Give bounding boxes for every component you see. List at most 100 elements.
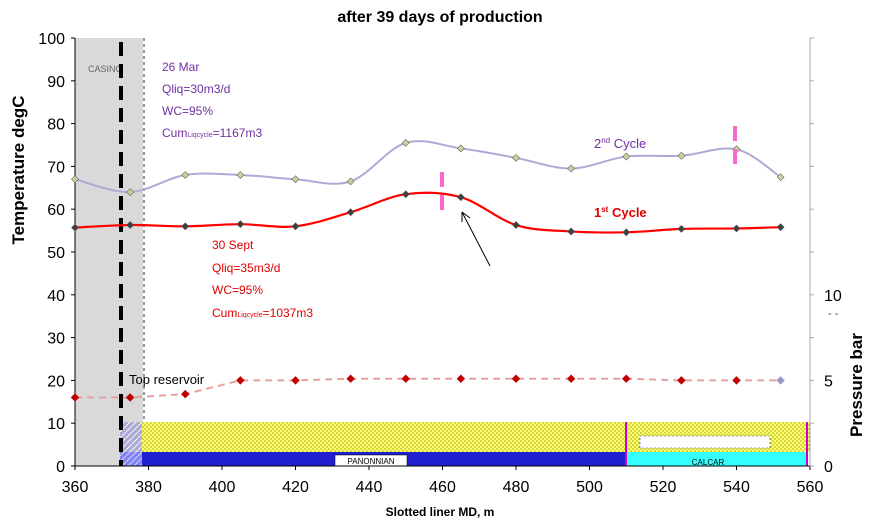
formation-left-block [120, 422, 142, 466]
y2-top-label: - - [828, 308, 839, 320]
cycle1-cum: CumLiqcycle=1037m3 [212, 306, 313, 320]
cycle1-point [236, 220, 245, 229]
cycle2-qliq: Qliq=30m3/d [162, 82, 230, 96]
x-axis-ticks: 360 380 400 420 440 460 480 500 520 540 560 [62, 466, 824, 496]
cycle2-point [456, 144, 465, 153]
annotation-arrow [461, 211, 491, 267]
top-reservoir-label: Top reservoir [129, 372, 205, 387]
series-1 [71, 190, 785, 237]
x-tick-label: 380 [135, 479, 162, 496]
cycle1-point [181, 222, 190, 231]
y-tick-label: 100 [38, 31, 65, 48]
y2-tick-label: 10 [824, 288, 842, 305]
x-tick-label: 560 [797, 479, 824, 496]
x-tick-label: 520 [650, 479, 677, 496]
cycle2-point [401, 138, 410, 147]
casing-zone [75, 38, 143, 466]
pressure-point [181, 389, 190, 399]
cycle2-point [126, 188, 135, 196]
cycle1-point [291, 222, 300, 231]
cycle2-point [236, 171, 245, 179]
pressure-point [776, 376, 785, 385]
calcar-layer [626, 452, 806, 466]
cycle1-info-box: 30 Sept Qliq=35m3/d WC=95% CumLiqcycle=1… [212, 238, 313, 320]
y-tick-label: 10 [47, 416, 65, 433]
chart-title: after 39 days of production [337, 9, 542, 26]
cycle2-point [181, 171, 190, 179]
formation-strip: PANONNIAN CALCAR [120, 422, 810, 467]
y-tick-label: 60 [47, 202, 65, 219]
cycle1-line [74, 191, 781, 234]
x-tick-label: 480 [503, 479, 530, 496]
y-tick-label: 20 [47, 373, 65, 390]
cycle1-point [622, 228, 631, 237]
pressure-point [291, 376, 300, 385]
x-tick-label: 360 [62, 479, 89, 496]
pressure-point [732, 376, 741, 385]
cycle1-point [776, 223, 785, 232]
cycle2-point [677, 151, 686, 160]
y2-tick-label: 5 [824, 373, 833, 390]
pressure-point [70, 393, 80, 402]
pressure-point [125, 393, 135, 402]
pressure-point [511, 374, 521, 383]
x-tick-label: 460 [429, 479, 456, 496]
y2-axis-ticks: 0 5 10 [810, 37, 842, 476]
cycle1-point [732, 224, 741, 233]
y-axis-label: Temperature degC [9, 96, 28, 245]
cycle1-point [126, 221, 135, 229]
cycle2-cum: CumLiqcycle=1167m3 [162, 126, 262, 140]
pressure-point [622, 374, 631, 383]
cycle1-label: 1st Cycle [594, 205, 647, 220]
panonnian-label: PANONNIAN [348, 457, 395, 466]
x-tick-label: 500 [576, 479, 603, 496]
cycle1-wc: WC=95% [212, 283, 263, 297]
cycle1-point [71, 223, 79, 232]
cycle2-date: 26 Mar [162, 60, 199, 74]
calcar-label: CALCAR [692, 458, 725, 467]
cycle1-point [567, 227, 576, 236]
y2-tick-label: 0 [824, 459, 833, 476]
y-axis-ticks: 0 10 20 30 40 50 60 70 80 90 100 [38, 31, 75, 476]
cycle1-point [456, 193, 465, 202]
pressure-point [401, 374, 410, 383]
y-tick-label: 90 [47, 74, 65, 91]
cycle1-qliq: Qliq=35m3/d [212, 261, 280, 275]
y-tick-label: 50 [47, 245, 65, 262]
pressure-point [677, 376, 686, 385]
casing-label: CASING [88, 64, 123, 74]
x-tick-label: 400 [209, 479, 236, 496]
pressure-point [346, 374, 355, 383]
annotation-arrowhead [461, 211, 471, 222]
y-tick-label: 40 [47, 288, 65, 305]
series-0 [71, 138, 785, 196]
pressure-point [236, 376, 245, 385]
series-2 [70, 374, 785, 402]
calcar-bumps [639, 435, 771, 449]
pressure-line [75, 377, 781, 399]
x-tick-label: 540 [723, 479, 750, 496]
pressure-point [566, 374, 576, 383]
cycle2-point [622, 152, 631, 161]
cycle2-wc: WC=95% [162, 104, 213, 118]
pressure-point [456, 374, 466, 383]
y2-axis-label: Pressure bar [847, 333, 866, 437]
cycle1-point [346, 208, 355, 217]
cycle2-line [74, 140, 782, 194]
cycle2-point [512, 153, 520, 162]
x-tick-label: 440 [356, 479, 383, 496]
x-axis-label: Slotted liner MD, m [386, 505, 495, 519]
cycle1-point [401, 190, 410, 199]
cycle2-info-box: 26 Mar Qliq=30m3/d WC=95% CumLiqcycle=11… [162, 60, 262, 140]
cycle2-label: 2nd Cycle [594, 136, 646, 151]
series-layer [70, 138, 785, 402]
y-tick-label: 30 [47, 331, 65, 348]
cycle2-point [71, 175, 79, 184]
cycle2-point [776, 173, 785, 181]
cycle2-point [567, 164, 576, 173]
cycle1-date: 30 Sept [212, 238, 254, 252]
cycle1-point [677, 224, 686, 233]
y-tick-label: 80 [47, 117, 65, 134]
cycle2-point [291, 175, 300, 184]
